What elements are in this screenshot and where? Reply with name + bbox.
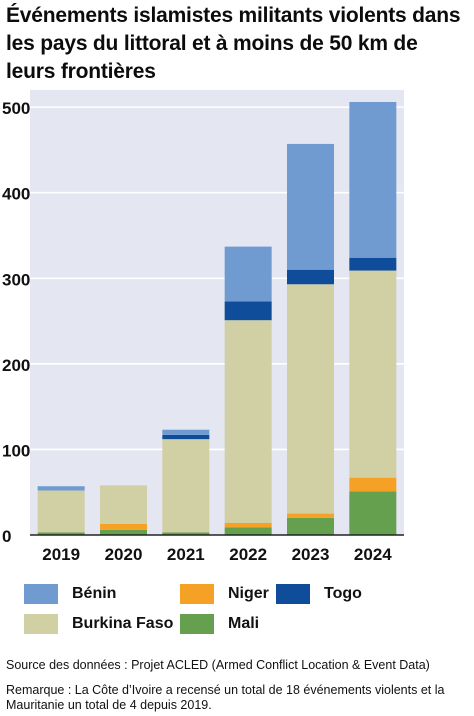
bar-niger-2024 (349, 477, 397, 492)
legend-item-mali: Mali (180, 614, 259, 634)
y-tick-label: 500 (2, 99, 30, 118)
bar-benin-2023 (287, 143, 334, 270)
stacked-bar-chart: 0 100 200 300 400 500 2019 2020 2021 2022 2023 2024 (2, 90, 404, 564)
bar-benin-2019 (37, 486, 85, 491)
y-tick-label: 400 (2, 185, 30, 204)
plot-background (30, 90, 404, 535)
bar-burkina-faso-2024 (349, 270, 397, 478)
x-tick-label: 2022 (229, 545, 267, 564)
x-tick-label: 2024 (354, 545, 392, 564)
bar-mali-2023 (287, 517, 334, 535)
x-tick-label: 2019 (42, 545, 80, 564)
bar-togo-2023 (287, 269, 334, 285)
chart-title: Événements islamistes militants violents… (6, 4, 461, 83)
bar-benin-2021 (162, 429, 210, 435)
source-note: Source des données : Projet ACLED (Armed… (6, 658, 430, 672)
bar-mali-2022 (224, 527, 272, 535)
x-tick-label: 2021 (167, 545, 205, 564)
x-tick-label: 2023 (292, 545, 330, 564)
bar-burkina-faso-2019 (37, 490, 85, 533)
legend-swatch-togo (276, 584, 310, 604)
bar-togo-2022 (224, 301, 272, 321)
legend-swatch-niger (180, 584, 214, 604)
bar-mali-2019 (37, 532, 85, 535)
bar-burkina-faso-2023 (287, 284, 334, 514)
legend-swatch-burkina-faso (24, 614, 58, 634)
bar-benin-2022 (224, 246, 272, 302)
legend-label-burkina-faso: Burkina Faso (72, 615, 174, 632)
legend-swatch-benin (24, 584, 58, 604)
y-tick-label: 300 (2, 270, 30, 289)
x-tick-label: 2020 (105, 545, 143, 564)
legend-label-mali: Mali (228, 615, 260, 632)
bar-benin-2024 (349, 101, 397, 258)
legend-item-togo: Togo (276, 584, 362, 604)
legend-item-niger: Niger (180, 584, 269, 604)
y-tick-label: 200 (2, 356, 30, 375)
y-tick-label: 0 (2, 527, 11, 546)
bar-niger-2020 (100, 523, 147, 530)
legend-item-benin: Bénin (24, 584, 116, 604)
legend-swatch-mali (180, 614, 214, 634)
bar-burkina-faso-2022 (224, 320, 272, 524)
remark-note: Remarque : La Côte d’Ivoire a recensé un… (6, 683, 445, 712)
y-tick-label: 100 (2, 441, 30, 460)
bar-burkina-faso-2021 (162, 439, 210, 533)
bar-mali-2020 (100, 529, 147, 535)
bar-mali-2024 (349, 491, 397, 535)
bar-burkina-faso-2020 (100, 485, 147, 524)
bar-niger-2023 (287, 513, 334, 518)
bar-togo-2024 (349, 257, 397, 271)
bar-niger-2022 (224, 523, 272, 528)
legend-label-benin: Bénin (72, 585, 117, 602)
legend-item-burkina-faso: Burkina Faso (24, 614, 173, 634)
bar-mali-2021 (162, 532, 210, 535)
legend-label-togo: Togo (324, 585, 362, 602)
legend-label-niger: Niger (228, 585, 269, 602)
bar-togo-2021 (162, 434, 210, 440)
